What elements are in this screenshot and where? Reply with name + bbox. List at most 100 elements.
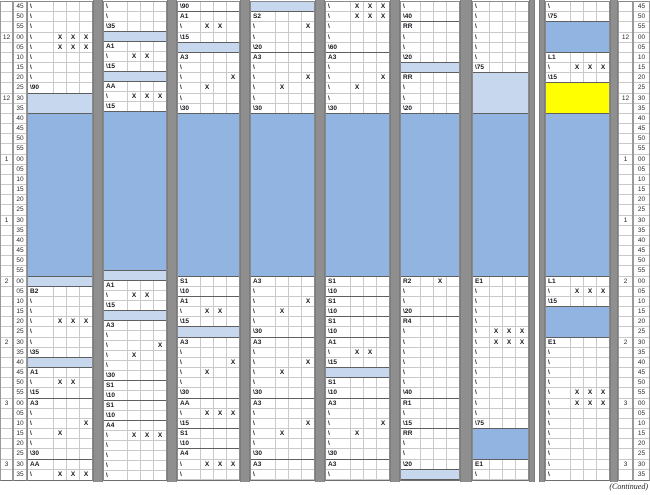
tick-cell: [420, 418, 433, 429]
shaded-block-row: [326, 154, 389, 165]
activity-code-cell: A3: [30, 399, 39, 407]
tick-cell: [363, 398, 376, 408]
time-row: [1, 226, 12, 236]
tick-cell: [596, 337, 609, 347]
hour-label: 3: [4, 460, 9, 468]
shaded-block-row: [104, 251, 166, 262]
tick-cell: [433, 2, 446, 12]
time-row: [619, 53, 632, 64]
grid-row: E1: [473, 459, 528, 470]
x-mark: X: [301, 357, 314, 368]
shaded-block-row: [251, 205, 314, 216]
time-row: [1, 358, 12, 369]
tick-cell: [288, 276, 301, 286]
tick-cell: [226, 22, 239, 32]
tick-cell: [66, 12, 79, 22]
time-row: [619, 327, 632, 338]
tick-cell: [288, 378, 301, 388]
shaded-block-row: [178, 42, 239, 53]
grid-row: \: [28, 296, 92, 308]
yellow-block-row: [546, 93, 609, 104]
grid-row: \10: [178, 286, 239, 297]
tick-cell: [66, 408, 79, 418]
tick-cell: [583, 73, 596, 83]
activity-code-cell: \: [253, 348, 255, 356]
tick-cell: [226, 103, 239, 113]
time-row: [1, 470, 12, 480]
time-row: 30: [634, 216, 649, 226]
tick-cell: [127, 381, 140, 391]
grid-row: \: [546, 357, 609, 369]
shaded-block-row: [473, 113, 528, 125]
shaded-block-row: [473, 256, 528, 267]
tick-cell: [420, 12, 433, 22]
minute-label: 35: [16, 470, 24, 478]
shaded-block-row: [28, 185, 92, 196]
minute-label: 40: [16, 114, 24, 122]
grid-row: \30: [251, 327, 314, 338]
tick-cell: [301, 398, 314, 408]
tick-cell: [127, 2, 140, 11]
tick-cell: [127, 361, 140, 371]
hour-label: [619, 327, 632, 336]
grid-row: \ X: [178, 73, 239, 84]
minute-label: 10: [16, 175, 24, 183]
hour-label: [1, 63, 12, 72]
shaded-block-row: [178, 164, 239, 175]
minute-label: 10: [16, 297, 24, 305]
activity-code-cell: \15: [328, 358, 338, 366]
grid-row: \: [546, 439, 609, 450]
tick-cell: [376, 469, 389, 479]
tick-cell: [596, 368, 609, 378]
activity-code-cell: \: [253, 74, 255, 82]
grid-row: \ X X X: [28, 317, 92, 328]
activity-code-cell: RR: [403, 23, 413, 31]
tick-cell: [489, 408, 502, 418]
grid-row: \: [546, 347, 609, 358]
tick-cell: [363, 429, 376, 439]
tick-cell: [79, 459, 92, 469]
time-row: 20: [634, 195, 649, 206]
activity-code-cell: \: [106, 452, 108, 460]
tick-cell: [570, 276, 583, 286]
activity-code-cell: \: [475, 399, 477, 407]
hour-label: 12: [2, 94, 11, 102]
minute-label: 50: [637, 379, 646, 387]
time-minute-column-left: 45 50 55 00 05 10 15 20 25 30 35 40 45 50 55 00 05 10 15 20…: [13, 1, 27, 481]
hour-label: 12: [621, 33, 630, 41]
time-row: [1, 22, 12, 33]
minute-label: 30: [16, 216, 24, 224]
activity-code-cell: \: [328, 74, 330, 82]
minute-label: 55: [16, 389, 24, 397]
minute-label: 50: [637, 135, 646, 143]
time-row: 2: [619, 277, 632, 287]
tick-cell: [200, 439, 213, 449]
grid-row: \: [473, 286, 528, 297]
tick-cell: [363, 63, 376, 73]
grid-row: \: [28, 307, 92, 318]
grid-row: \30: [326, 449, 389, 460]
activity-code-cell: \15: [106, 102, 116, 110]
activity-code-cell: A3: [180, 338, 189, 346]
tick-cell: [200, 469, 213, 479]
tick-cell: [213, 388, 226, 398]
tick-cell: [363, 276, 376, 286]
tick-cell: [53, 63, 66, 73]
tick-cell: [596, 347, 609, 357]
tick-cell: [275, 12, 288, 22]
tick-cell: [420, 347, 433, 357]
shaded-block-row: [401, 256, 459, 267]
tick-cell: [153, 381, 166, 391]
grid-row: \15: [104, 301, 166, 312]
hour-label: [1, 246, 12, 255]
grid-row: \: [401, 327, 459, 338]
tick-cell: [301, 378, 314, 388]
minute-label: 25: [637, 206, 646, 214]
time-row: [619, 185, 632, 196]
grid-row: \: [178, 469, 239, 480]
hour-label: [619, 12, 632, 21]
tick-cell: [140, 21, 153, 31]
tick-cell: [446, 449, 459, 459]
tick-cell: [226, 398, 239, 408]
tick-cell: [376, 22, 389, 32]
